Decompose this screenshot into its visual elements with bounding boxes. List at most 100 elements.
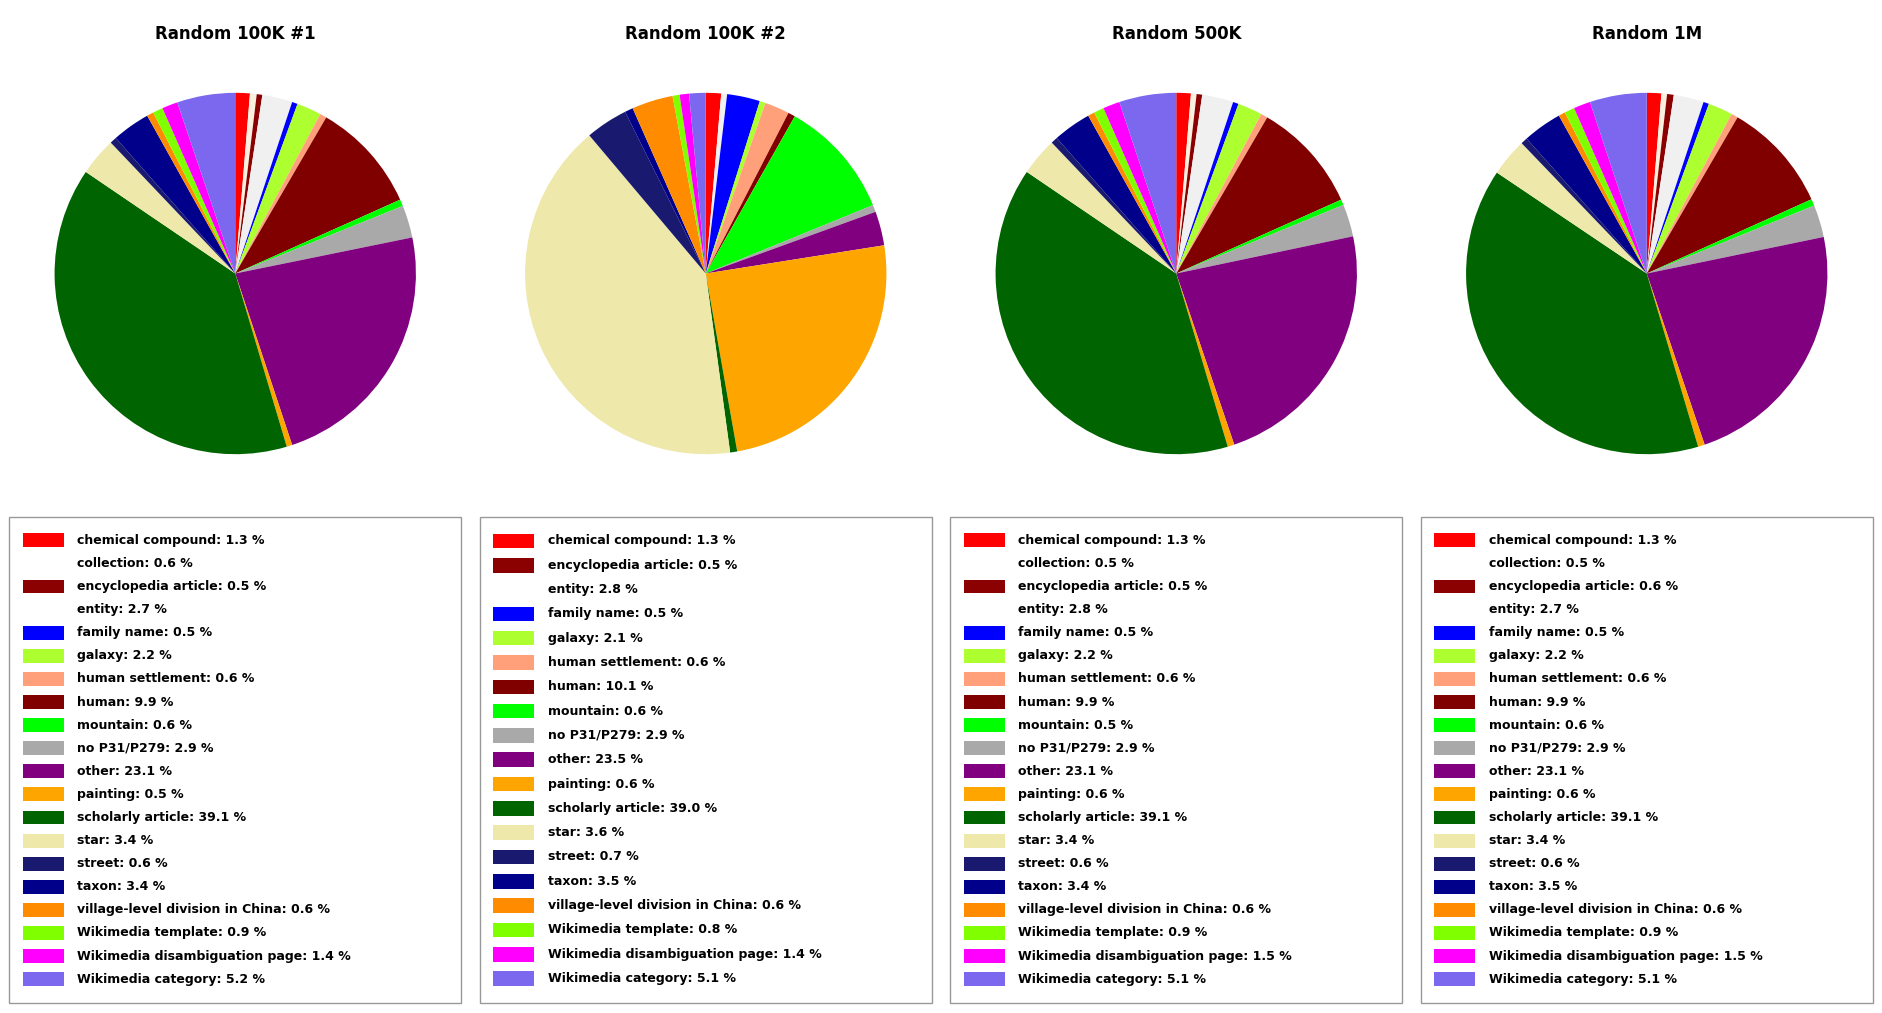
Wedge shape <box>235 237 416 445</box>
Wedge shape <box>706 116 873 274</box>
Bar <box>1434 626 1475 639</box>
Text: collection: 0.5 %: collection: 0.5 % <box>1489 557 1605 570</box>
Text: human: 10.1 %: human: 10.1 % <box>548 681 653 693</box>
Bar <box>23 649 64 663</box>
Bar <box>23 672 64 686</box>
Text: chemical compound: 1.3 %: chemical compound: 1.3 % <box>1489 534 1677 547</box>
Bar <box>493 655 534 670</box>
Bar <box>23 926 64 940</box>
Wedge shape <box>706 94 760 274</box>
Bar <box>23 834 64 848</box>
Wedge shape <box>235 206 412 274</box>
Wedge shape <box>1088 112 1176 274</box>
Bar <box>964 534 1005 547</box>
Text: Wikimedia template: 0.9 %: Wikimedia template: 0.9 % <box>77 927 267 939</box>
Text: human settlement: 0.6 %: human settlement: 0.6 % <box>1489 673 1666 686</box>
Bar <box>1434 579 1475 594</box>
Wedge shape <box>706 112 794 274</box>
Bar <box>493 971 534 986</box>
Wedge shape <box>1176 94 1203 274</box>
Bar <box>23 949 64 963</box>
Text: mountain: 0.6 %: mountain: 0.6 % <box>77 718 192 731</box>
Bar <box>1434 926 1475 940</box>
Bar <box>1434 649 1475 663</box>
Bar <box>964 742 1005 755</box>
Wedge shape <box>625 108 706 274</box>
Wedge shape <box>152 108 235 274</box>
Text: galaxy: 2.2 %: galaxy: 2.2 % <box>77 649 171 663</box>
Wedge shape <box>1176 104 1261 274</box>
Bar <box>493 826 534 840</box>
Wedge shape <box>1176 93 1191 274</box>
Text: no P31/P279: 2.9 %: no P31/P279: 2.9 % <box>548 729 685 742</box>
Text: Wikimedia disambiguation page: 1.4 %: Wikimedia disambiguation page: 1.4 % <box>77 949 350 962</box>
Text: human: 9.9 %: human: 9.9 % <box>77 696 173 708</box>
Title: Random 100K #2: Random 100K #2 <box>625 25 787 44</box>
Wedge shape <box>1647 114 1737 274</box>
Text: no P31/P279: 2.9 %: no P31/P279: 2.9 % <box>1489 742 1626 755</box>
Bar <box>1434 972 1475 986</box>
Text: painting: 0.6 %: painting: 0.6 % <box>1018 788 1125 801</box>
Bar <box>964 579 1005 594</box>
Bar <box>23 626 64 639</box>
Wedge shape <box>1103 102 1176 274</box>
Bar <box>23 534 64 547</box>
Bar <box>493 607 534 621</box>
Wedge shape <box>1647 200 1814 274</box>
Wedge shape <box>235 94 262 274</box>
Text: village-level division in China: 0.6 %: village-level division in China: 0.6 % <box>77 904 329 917</box>
Bar <box>493 558 534 572</box>
Wedge shape <box>679 93 706 274</box>
Text: painting: 0.5 %: painting: 0.5 % <box>77 788 184 801</box>
Bar <box>964 926 1005 940</box>
Bar <box>23 903 64 917</box>
Wedge shape <box>235 93 250 274</box>
Text: no P31/P279: 2.9 %: no P31/P279: 2.9 % <box>77 742 215 755</box>
Text: star: 3.6 %: star: 3.6 % <box>548 827 623 839</box>
Bar <box>493 801 534 815</box>
Wedge shape <box>1564 108 1647 274</box>
Text: taxon: 3.5 %: taxon: 3.5 % <box>548 875 636 887</box>
Text: human settlement: 0.6 %: human settlement: 0.6 % <box>1018 673 1195 686</box>
Wedge shape <box>147 112 235 274</box>
Wedge shape <box>235 104 320 274</box>
Bar <box>23 880 64 893</box>
Wedge shape <box>1028 143 1176 274</box>
Bar <box>23 579 64 594</box>
Wedge shape <box>706 93 721 274</box>
Bar <box>493 874 534 888</box>
Bar <box>1434 787 1475 801</box>
Bar <box>23 972 64 986</box>
Text: taxon: 3.4 %: taxon: 3.4 % <box>1018 880 1107 893</box>
Text: mountain: 0.5 %: mountain: 0.5 % <box>1018 718 1133 731</box>
Wedge shape <box>87 143 235 274</box>
Wedge shape <box>672 95 706 274</box>
Wedge shape <box>235 102 297 274</box>
Wedge shape <box>1526 115 1647 274</box>
Text: other: 23.5 %: other: 23.5 % <box>548 754 642 766</box>
Text: Wikimedia disambiguation page: 1.5 %: Wikimedia disambiguation page: 1.5 % <box>1489 949 1762 962</box>
Wedge shape <box>1573 102 1647 274</box>
Text: galaxy: 2.2 %: galaxy: 2.2 % <box>1018 649 1112 663</box>
Text: collection: 0.6 %: collection: 0.6 % <box>77 557 194 570</box>
Wedge shape <box>235 200 403 274</box>
Text: encyclopedia article: 0.5 %: encyclopedia article: 0.5 % <box>77 580 267 593</box>
Text: mountain: 0.6 %: mountain: 0.6 % <box>548 705 662 717</box>
Wedge shape <box>1647 95 1703 274</box>
Wedge shape <box>706 245 886 452</box>
Wedge shape <box>996 172 1227 454</box>
Text: street: 0.6 %: street: 0.6 % <box>1018 857 1108 870</box>
Wedge shape <box>1176 200 1344 274</box>
Wedge shape <box>632 96 706 274</box>
Wedge shape <box>235 95 292 274</box>
Bar <box>964 949 1005 963</box>
Bar <box>23 742 64 755</box>
Wedge shape <box>1558 112 1647 274</box>
Wedge shape <box>1647 93 1667 274</box>
Wedge shape <box>1647 102 1709 274</box>
Bar <box>964 857 1005 870</box>
Wedge shape <box>689 93 706 274</box>
Text: Wikimedia template: 0.8 %: Wikimedia template: 0.8 % <box>548 924 738 936</box>
Wedge shape <box>706 205 875 274</box>
Text: scholarly article: 39.0 %: scholarly article: 39.0 % <box>548 802 717 814</box>
